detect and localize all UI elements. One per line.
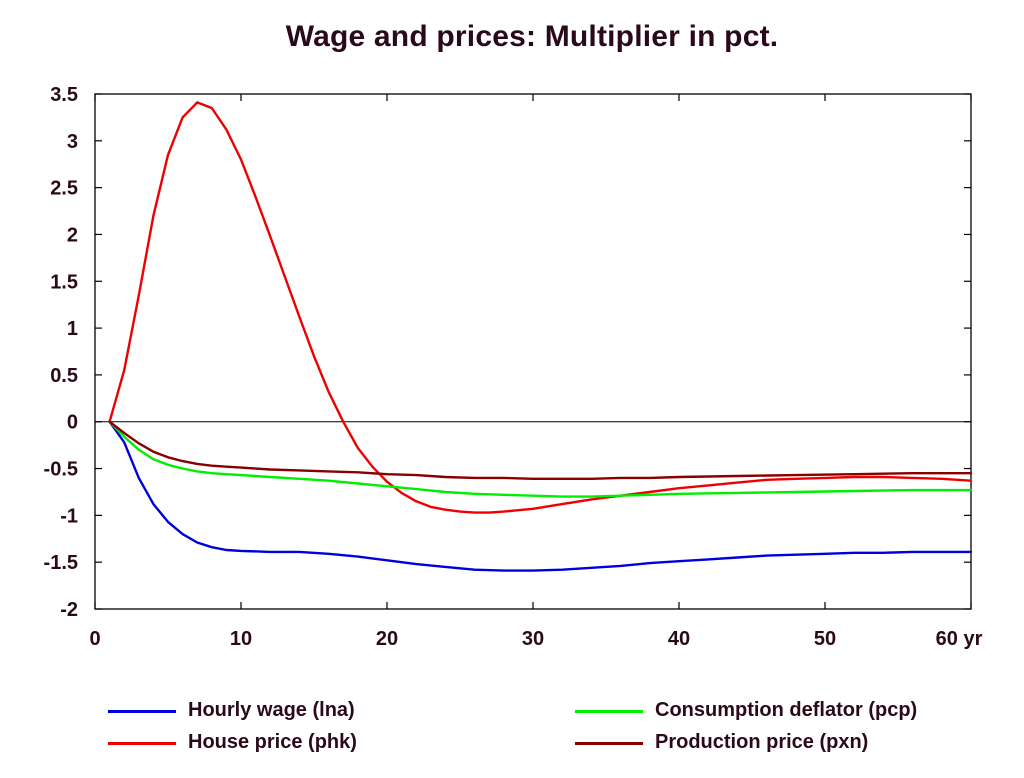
x-tick-label: 40 [668,628,690,650]
x-tick-label: 10 [230,628,252,650]
chart-title: Wage and prices: Multiplier in pct. [285,20,779,53]
y-tick-label: -1 [60,505,78,527]
y-tick-label: 3 [67,131,78,153]
y-tick-label: -1.5 [44,552,78,574]
legend-swatch [108,742,176,745]
y-tick-label: -0.5 [44,459,78,481]
x-tick-label: 60 yr [936,628,983,650]
series-line-production-price-pxn [108,420,973,480]
legend-swatch [575,742,643,745]
x-tick-label: 20 [376,628,398,650]
legend-label: House price (phk) [188,731,357,753]
plot-frame [94,93,972,610]
legend-label: Hourly wage (lna) [188,699,355,721]
y-tick-label: 2 [67,224,78,246]
y-tick-label: 1 [67,318,78,340]
axis-tick-labels: 3.5 3 2.5 2 1.5 1 0.5 0 -0.5 -1 -1.5 -2 0 10 20 30 40 50 6… [44,84,983,650]
legend-label: Production price (pxn) [655,731,869,753]
axis-ticks [94,93,972,610]
x-tick-label: 50 [814,628,836,650]
line-chart: 3.5 3 2.5 2 1.5 1 0.5 0 -0.5 -1 -1.5 -2 0 10 20 30 40 50 6… [44,84,983,650]
x-tick-label: 0 [89,628,100,650]
y-tick-label: 0.5 [50,365,78,387]
legend-swatch [575,710,643,713]
y-tick-label: 0 [67,412,78,434]
series-lines [108,101,973,572]
legend-label: Consumption deflator (pcp) [655,699,918,721]
x-tick-label: 30 [522,628,544,650]
legend-swatch [108,710,176,713]
series-line-hourly-wage-lna [108,420,973,572]
series-line-consumption-deflator-pcp [108,420,973,498]
y-tick-label: 1.5 [50,271,78,293]
y-tick-label: 3.5 [50,84,78,106]
series-line-house-price-phk [108,101,973,514]
y-tick-label: 2.5 [50,178,78,200]
y-tick-label: -2 [60,599,78,621]
